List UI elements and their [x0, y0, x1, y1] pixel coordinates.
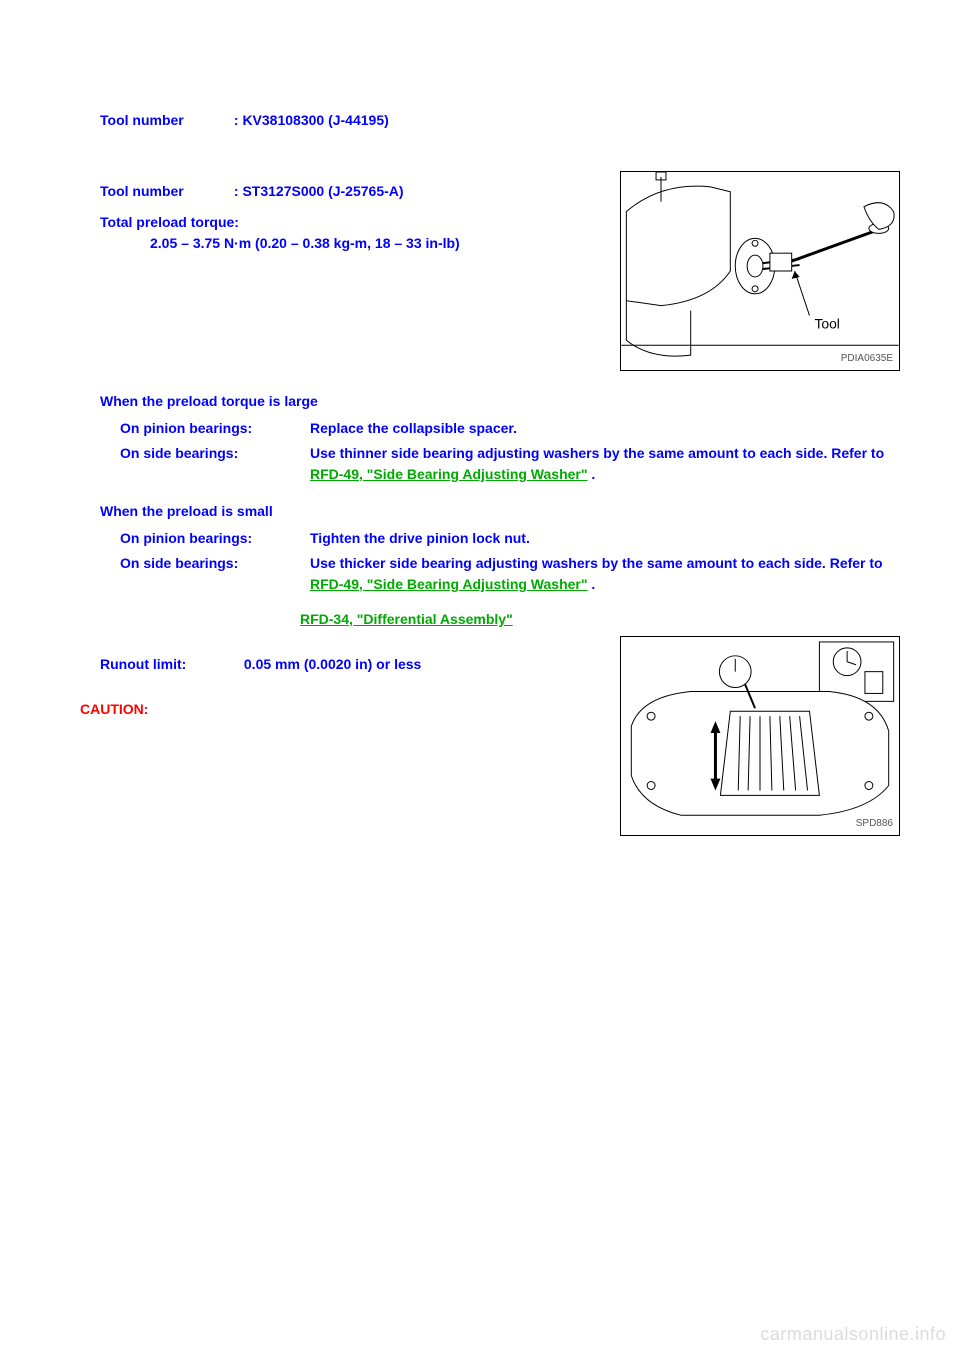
caution-heading: CAUTION: [80, 699, 604, 720]
tool2-value: : ST3127S000 (J-25765-A) [234, 183, 404, 199]
large-side-post: . [588, 466, 596, 482]
small-side-pre: Use thicker side bearing adjusting washe… [310, 555, 883, 571]
case-large-side: On side bearings: Use thinner side beari… [120, 443, 900, 485]
small-pinion-text: Tighten the drive pinion lock nut. [310, 528, 900, 549]
tool-number-2: Tool number : ST3127S000 (J-25765-A) [100, 181, 604, 202]
large-pinion-label: On pinion bearings: [120, 418, 310, 439]
tool-number-1: Tool number : KV38108300 (J-44195) [100, 110, 900, 131]
figure2-code: SPD886 [856, 816, 893, 831]
link-side-bearing-washer-1[interactable]: RFD-49, "Side Bearing Adjusting Washer" [310, 466, 588, 482]
figure1-code: PDIA0635E [841, 351, 893, 366]
case-large-title: When the preload torque is large [100, 391, 900, 412]
tool1-value: : KV38108300 (J-44195) [234, 112, 389, 128]
large-side-pre: Use thinner side bearing adjusting washe… [310, 445, 884, 461]
case-small-pinion: On pinion bearings: Tighten the drive pi… [120, 528, 900, 549]
tool2-label: Tool number [100, 181, 230, 202]
runout-label: Runout limit: [100, 654, 240, 675]
case-small-title: When the preload is small [100, 501, 900, 522]
runout-value: 0.05 mm (0.0020 in) or less [244, 656, 421, 672]
small-pinion-label: On pinion bearings: [120, 528, 310, 549]
small-side-text: Use thicker side bearing adjusting washe… [310, 553, 900, 595]
figure-preload-torque: Tool PDIA0635E [620, 171, 900, 371]
tool1-label: Tool number [100, 110, 230, 131]
assembly-ref: RFD-34, "Differential Assembly" [100, 609, 900, 630]
figure1-tool-text: Tool [814, 315, 839, 331]
figure-runout: SPD886 [620, 636, 900, 836]
small-side-post: . [588, 576, 596, 592]
large-pinion-text: Replace the collapsible spacer. [310, 418, 900, 439]
runout-limit: Runout limit: 0.05 mm (0.0020 in) or les… [100, 654, 604, 675]
large-side-text: Use thinner side bearing adjusting washe… [310, 443, 900, 485]
preload-value: 2.05 – 3.75 N·m (0.20 – 0.38 kg-m, 18 – … [150, 233, 604, 254]
case-large-pinion: On pinion bearings: Replace the collapsi… [120, 418, 900, 439]
preload-title: Total preload torque: [100, 212, 604, 233]
case-small-side: On side bearings: Use thicker side beari… [120, 553, 900, 595]
small-side-label: On side bearings: [120, 553, 310, 595]
large-side-label: On side bearings: [120, 443, 310, 485]
link-differential-assembly[interactable]: RFD-34, "Differential Assembly" [300, 611, 513, 627]
link-side-bearing-washer-2[interactable]: RFD-49, "Side Bearing Adjusting Washer" [310, 576, 588, 592]
watermark: carmanualsonline.info [760, 1321, 946, 1348]
